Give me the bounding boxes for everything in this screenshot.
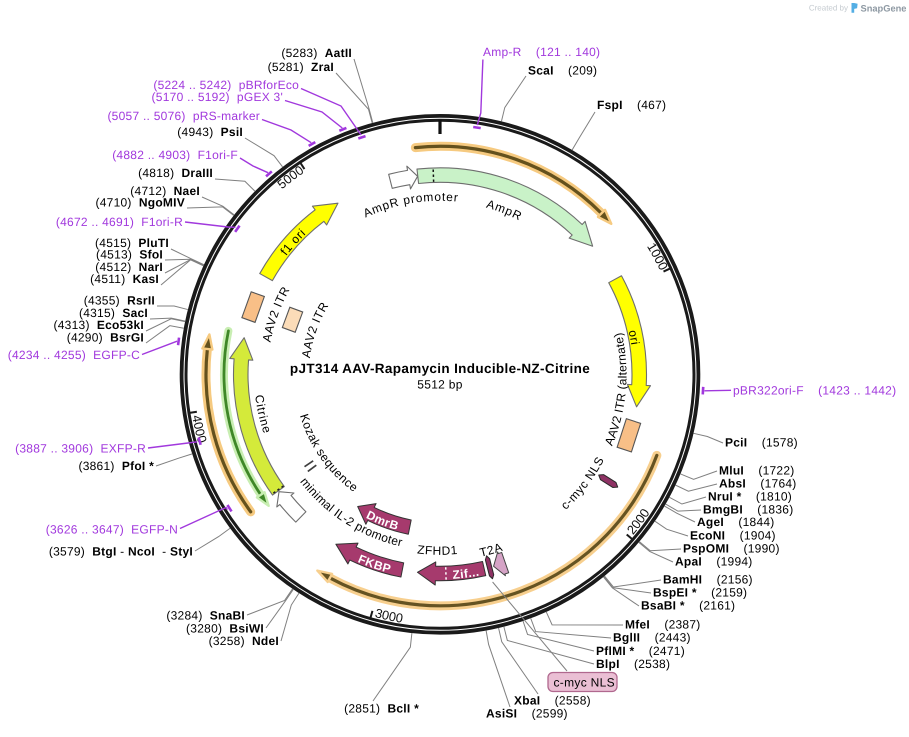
svg-text:c-myc NLS: c-myc NLS — [554, 676, 615, 690]
svg-text:NruI * (1810): NruI * (1810) — [708, 490, 792, 504]
svg-text:pBR322ori-F (1423 .. 1442): pBR322ori-F (1423 .. 1442) — [733, 384, 896, 398]
svg-text:(4710) NgoMIV: (4710) NgoMIV — [95, 196, 185, 210]
svg-text:Amp-R (121 .. 140): Amp-R (121 .. 140) — [483, 45, 600, 59]
svg-text:AsiSI (2599): AsiSI (2599) — [486, 707, 568, 721]
svg-text:ApaI (1994): ApaI (1994) — [675, 555, 753, 569]
svg-text:BamHI (2156): BamHI (2156) — [663, 573, 753, 587]
svg-text:(3284) SnaBI: (3284) SnaBI — [166, 609, 245, 623]
svg-text:(5281) ZraI: (5281) ZraI — [268, 60, 334, 74]
svg-text:(3861) PfoI *: (3861) PfoI * — [78, 459, 154, 473]
svg-text:ori: ori — [626, 329, 643, 347]
svg-text:XbaI (2558): XbaI (2558) — [514, 694, 591, 708]
svg-text:BlpI (2538): BlpI (2538) — [596, 657, 670, 671]
svg-text:(4290) BsrGI: (4290) BsrGI — [67, 331, 144, 345]
svg-text:EcoNI (1904): EcoNI (1904) — [690, 529, 776, 543]
svg-text:(3626 .. 3647) EGFP-N: (3626 .. 3647) EGFP-N — [46, 523, 178, 537]
svg-text:(3258) NdeI: (3258) NdeI — [209, 634, 279, 648]
svg-text:BglII (2443): BglII (2443) — [613, 631, 691, 645]
svg-text:PspOMI (1990): PspOMI (1990) — [683, 542, 780, 556]
svg-text:PflMI * (2471): PflMI * (2471) — [596, 644, 685, 658]
svg-text:(4511) KasI: (4511) KasI — [90, 272, 159, 286]
svg-text:AgeI (1844): AgeI (1844) — [697, 515, 775, 529]
svg-text:ZFHD1: ZFHD1 — [417, 542, 459, 557]
svg-text:BsaBI * (2161): BsaBI * (2161) — [641, 599, 735, 613]
svg-text:(4818) DraIII: (4818) DraIII — [138, 166, 213, 180]
svg-text:(4672 .. 4691) F1ori-R: (4672 .. 4691) F1ori-R — [56, 215, 183, 229]
svg-text:PciI (1578): PciI (1578) — [725, 436, 798, 450]
svg-text:(3579) BtgI - NcoI - StyI: (3579) BtgI - NcoI - StyI — [49, 545, 193, 559]
svg-text:Created by: Created by — [809, 4, 848, 13]
svg-text:ScaI (209): ScaI (209) — [528, 64, 597, 78]
svg-text:BspEI * (2159): BspEI * (2159) — [653, 586, 747, 600]
svg-text:(5170 .. 5192) pGEX 3': (5170 .. 5192) pGEX 3' — [152, 90, 283, 104]
svg-text:(3887 .. 3906) EXFP-R: (3887 .. 3906) EXFP-R — [15, 442, 146, 456]
svg-text:SnapGene: SnapGene — [861, 4, 907, 14]
svg-text:(5057 .. 5076) pRS-marker: (5057 .. 5076) pRS-marker — [107, 109, 260, 123]
svg-text:(4882 .. 4903) F1ori-F: (4882 .. 4903) F1ori-F — [112, 148, 238, 162]
svg-text:(4943) PsiI: (4943) PsiI — [177, 125, 243, 139]
svg-text:(5283) AatII: (5283) AatII — [281, 46, 352, 60]
svg-text:pJT314 AAV-Rapamycin Inducible: pJT314 AAV-Rapamycin Inducible-NZ-Citrin… — [290, 361, 590, 376]
svg-text:(2851) BclI *: (2851) BclI * — [344, 702, 419, 716]
svg-text:MfeI (2387): MfeI (2387) — [625, 618, 701, 632]
svg-text:FspI (467): FspI (467) — [597, 98, 666, 112]
svg-text:5512 bp: 5512 bp — [417, 378, 463, 392]
svg-text:MluI (1722): MluI (1722) — [719, 464, 795, 478]
svg-text:(4234 .. 4255) EGFP-C: (4234 .. 4255) EGFP-C — [8, 348, 140, 362]
svg-text:AbsI (1764): AbsI (1764) — [719, 477, 797, 491]
